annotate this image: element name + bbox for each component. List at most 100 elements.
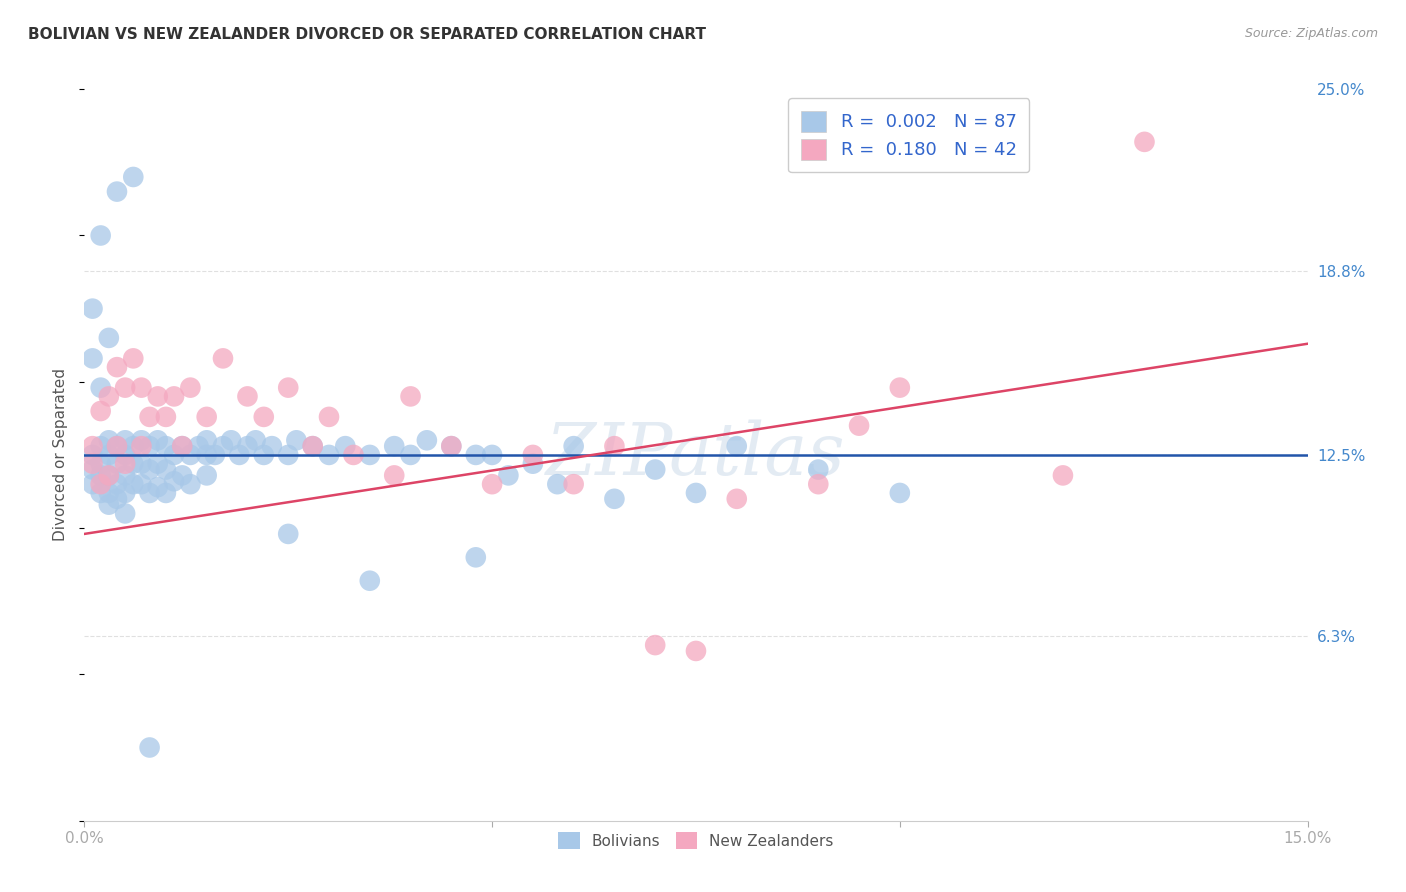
Point xyxy=(90,228,112,243)
Point xyxy=(155,409,177,424)
Point xyxy=(122,169,145,184)
Point xyxy=(179,381,201,395)
Point xyxy=(335,439,357,453)
Point xyxy=(114,486,136,500)
Point xyxy=(105,491,128,506)
Point xyxy=(163,475,186,489)
Point xyxy=(440,439,463,453)
Point xyxy=(204,448,226,462)
Point xyxy=(97,389,120,403)
Point xyxy=(195,409,218,424)
Point xyxy=(97,468,120,483)
Point xyxy=(97,331,120,345)
Point xyxy=(807,477,830,491)
Point xyxy=(285,434,308,448)
Point xyxy=(82,462,104,476)
Point xyxy=(105,457,128,471)
Point xyxy=(146,434,169,448)
Y-axis label: Divorced or Separated: Divorced or Separated xyxy=(53,368,69,541)
Point xyxy=(105,439,128,453)
Point xyxy=(301,439,323,453)
Text: Source: ZipAtlas.com: Source: ZipAtlas.com xyxy=(1244,27,1378,40)
Point xyxy=(644,638,666,652)
Point xyxy=(82,448,104,462)
Point xyxy=(90,381,112,395)
Point xyxy=(105,439,128,453)
Point xyxy=(138,486,160,500)
Text: ZIPatlas: ZIPatlas xyxy=(546,419,846,491)
Point xyxy=(97,434,120,448)
Point xyxy=(382,439,405,453)
Point xyxy=(90,477,112,491)
Point xyxy=(212,439,235,453)
Point xyxy=(90,439,112,453)
Point xyxy=(114,381,136,395)
Point xyxy=(848,418,870,433)
Point xyxy=(122,439,145,453)
Point xyxy=(522,448,544,462)
Point xyxy=(342,448,364,462)
Point xyxy=(146,480,169,494)
Point xyxy=(464,550,486,565)
Point xyxy=(97,498,120,512)
Point xyxy=(245,434,267,448)
Point xyxy=(212,351,235,366)
Point xyxy=(155,439,177,453)
Point xyxy=(260,439,283,453)
Point xyxy=(187,439,209,453)
Point xyxy=(163,448,186,462)
Point xyxy=(253,409,276,424)
Point xyxy=(382,468,405,483)
Point xyxy=(1133,135,1156,149)
Point xyxy=(725,439,748,453)
Point xyxy=(1052,468,1074,483)
Point xyxy=(114,507,136,521)
Point xyxy=(172,468,194,483)
Point xyxy=(114,468,136,483)
Point xyxy=(122,351,145,366)
Point xyxy=(131,457,153,471)
Point xyxy=(122,457,145,471)
Point xyxy=(603,439,626,453)
Point xyxy=(195,434,218,448)
Point xyxy=(889,381,911,395)
Point xyxy=(138,462,160,476)
Point xyxy=(562,439,585,453)
Point xyxy=(644,462,666,476)
Point xyxy=(236,389,259,403)
Point xyxy=(685,486,707,500)
Point xyxy=(277,448,299,462)
Point xyxy=(318,448,340,462)
Text: BOLIVIAN VS NEW ZEALANDER DIVORCED OR SEPARATED CORRELATION CHART: BOLIVIAN VS NEW ZEALANDER DIVORCED OR SE… xyxy=(28,27,706,42)
Point xyxy=(195,468,218,483)
Point xyxy=(416,434,439,448)
Point xyxy=(807,462,830,476)
Point xyxy=(138,409,160,424)
Point xyxy=(359,448,381,462)
Point xyxy=(82,477,104,491)
Point xyxy=(603,491,626,506)
Point xyxy=(114,457,136,471)
Point xyxy=(179,448,201,462)
Point xyxy=(146,457,169,471)
Point xyxy=(725,491,748,506)
Point xyxy=(359,574,381,588)
Point xyxy=(122,477,145,491)
Point xyxy=(105,185,128,199)
Point xyxy=(228,448,250,462)
Point xyxy=(253,448,276,462)
Point xyxy=(301,439,323,453)
Point xyxy=(82,457,104,471)
Point xyxy=(440,439,463,453)
Point xyxy=(90,457,112,471)
Point xyxy=(219,434,242,448)
Point xyxy=(318,409,340,424)
Point xyxy=(163,389,186,403)
Point xyxy=(82,439,104,453)
Point xyxy=(146,389,169,403)
Point xyxy=(155,462,177,476)
Point xyxy=(399,448,422,462)
Point xyxy=(236,439,259,453)
Point xyxy=(82,351,104,366)
Point xyxy=(97,468,120,483)
